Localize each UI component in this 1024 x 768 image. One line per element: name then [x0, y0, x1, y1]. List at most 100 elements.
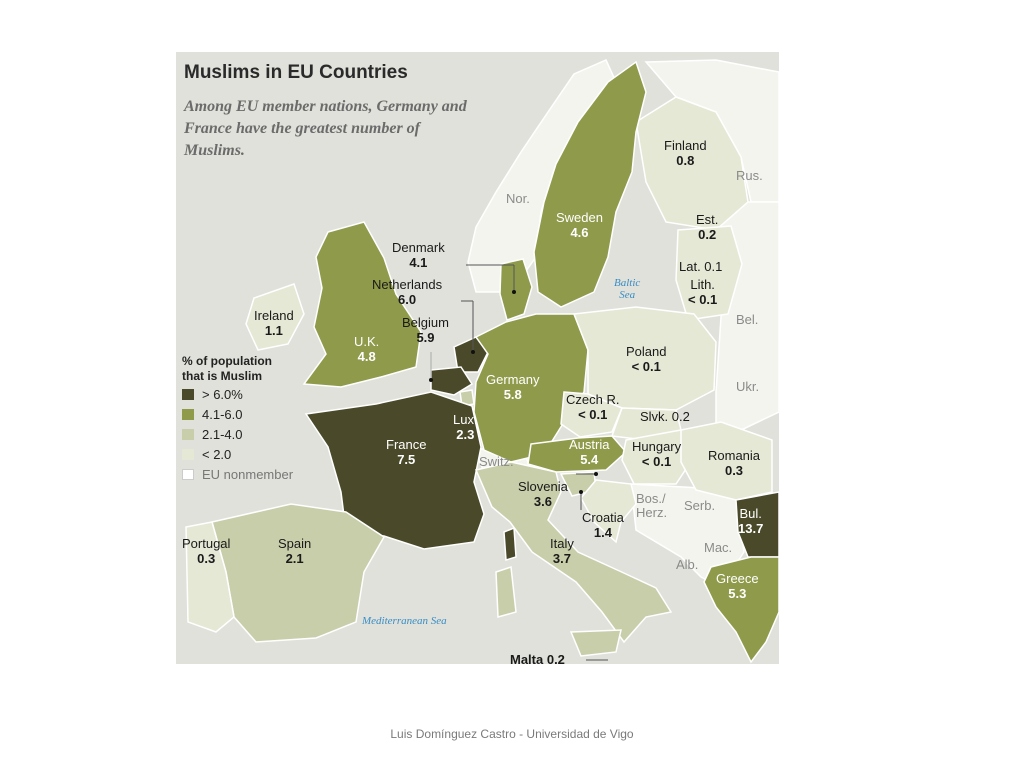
denmark-shape — [499, 258, 533, 321]
country-name: Romania — [708, 448, 761, 463]
label-bosnia-2: Herz. — [636, 505, 668, 520]
country-name: Sweden — [556, 210, 603, 225]
label-norway: Nor. — [506, 191, 530, 206]
country-name: Croatia — [582, 510, 624, 525]
legend-label: 2.1-4.0 — [202, 426, 243, 442]
country-value: 2.3 — [456, 427, 475, 442]
country-value: 13.7 — [738, 521, 764, 536]
label-poland: Poland < 0.1 — [626, 344, 666, 374]
legend: % of population that is Muslim > 6.0% 4.… — [182, 354, 342, 484]
legend-item-under2: < 2.0 — [182, 444, 342, 464]
croatia-shape — [580, 479, 637, 544]
label-mediterranean-sea: Mediterranean Sea — [362, 615, 447, 627]
label-slovenia: Slovenia 3.6 — [518, 479, 568, 509]
ireland-shape — [245, 283, 305, 351]
country-value: 5.3 — [728, 586, 747, 601]
country-value: 3.6 — [533, 494, 552, 509]
europe-map — [185, 59, 779, 664]
legend-swatch — [182, 408, 194, 420]
sweden-shape — [533, 60, 647, 308]
map-title: Muslims in EU Countries — [184, 62, 408, 83]
map-figure: Muslims in EU Countries Among EU member … — [176, 52, 779, 664]
legend-item-over6: > 6.0% — [182, 384, 342, 404]
country-value: < 0.1 — [631, 359, 661, 374]
label-denmark: Denmark 4.1 — [392, 240, 445, 270]
country-name: Germany — [486, 372, 540, 387]
label-uk: U.K. 4.8 — [354, 334, 379, 364]
label-slovakia: Slvk. 0.2 — [640, 409, 690, 424]
label-russia: Rus. — [736, 168, 763, 183]
country-value: 0.3 — [197, 551, 216, 566]
country-name: Austria — [569, 437, 610, 452]
label-switzerland: Switz. — [479, 454, 514, 469]
label-france: France 7.5 — [386, 437, 426, 467]
label-latvia: Lat. 0.1 — [679, 259, 722, 274]
label-netherlands: Netherlands 6.0 — [372, 277, 442, 307]
sea-name-line1: Baltic — [614, 277, 641, 289]
country-name: Poland — [626, 344, 667, 359]
czech-shape — [560, 391, 623, 438]
sicily-shape — [569, 629, 622, 657]
country-value: 1.1 — [264, 323, 283, 338]
country-name: Lux. — [453, 412, 478, 427]
italy-shape — [474, 461, 673, 644]
label-baltic-sea: Baltic Sea — [614, 277, 640, 301]
label-italy: Italy 3.7 — [550, 536, 574, 566]
belgium-shape — [430, 366, 474, 396]
spain-shape — [211, 503, 386, 643]
label-belarus: Bel. — [736, 312, 759, 327]
label-serbia: Serb. — [684, 498, 716, 513]
label-romania: Romania 0.3 — [708, 448, 760, 478]
france-shape — [304, 391, 485, 550]
belgium-dot — [429, 378, 433, 382]
country-name: Est. — [696, 212, 719, 227]
poland-shape — [572, 306, 717, 411]
label-germany: Germany 5.8 — [486, 372, 539, 402]
country-name: France — [386, 437, 427, 452]
label-bosnia-1: Bos./ — [636, 491, 666, 506]
country-name: U.K. — [354, 334, 380, 349]
country-value: 1.4 — [593, 525, 612, 540]
country-name: Hungary — [632, 439, 682, 454]
country-value: 4.6 — [570, 225, 589, 240]
label-bulgaria: Bul. 13.7 — [738, 506, 763, 536]
country-name: Italy — [550, 536, 574, 551]
label-greece: Greece 5.3 — [716, 571, 759, 601]
label-ukraine: Ukr. — [736, 379, 760, 394]
label-belgium: Belgium 5.9 — [402, 315, 449, 345]
country-value: 7.5 — [397, 452, 416, 467]
country-name: Czech R. — [566, 392, 620, 407]
label-ireland: Ireland 1.1 — [254, 308, 294, 338]
legend-swatch — [182, 388, 194, 400]
legend-label: EU nonmember — [202, 466, 294, 482]
label-austria: Austria 5.4 — [569, 437, 609, 467]
country-value: 4.8 — [357, 349, 376, 364]
label-finland: Finland 0.8 — [664, 138, 707, 168]
sardinia-shape — [495, 565, 517, 618]
legend-label: < 2.0 — [202, 446, 232, 462]
label-albania: Alb. — [676, 557, 699, 572]
austria-shape — [527, 435, 628, 473]
country-value: 4.1 — [409, 255, 428, 270]
country-name: Denmark — [392, 240, 445, 255]
country-value: 5.4 — [580, 452, 599, 467]
label-croatia: Croatia 1.4 — [582, 510, 624, 540]
label-lithuania: Lith. < 0.1 — [688, 277, 717, 307]
portugal-shape — [185, 521, 235, 633]
country-name: Ireland — [254, 308, 294, 323]
country-value: 5.9 — [416, 330, 435, 345]
country-name: Greece — [716, 571, 759, 586]
country-value: < 0.1 — [578, 407, 608, 422]
country-name: Slovenia — [518, 479, 568, 494]
label-spain: Spain 2.1 — [278, 536, 311, 566]
legend-item-2to4: 2.1-4.0 — [182, 424, 342, 444]
legend-title-line2: that is Muslim — [182, 369, 263, 383]
country-name: Finland — [664, 138, 707, 153]
corsica-shape — [503, 526, 517, 561]
country-name: Malta 0.2 — [510, 652, 565, 664]
footer-credit: Luis Domínguez Castro - Universidad de V… — [390, 727, 634, 741]
map-subtitle: Among EU member nations, Germany and Fra… — [184, 98, 467, 159]
country-name: Portugal — [182, 536, 231, 551]
legend-swatch — [182, 428, 194, 440]
country-value: 2.1 — [285, 551, 304, 566]
